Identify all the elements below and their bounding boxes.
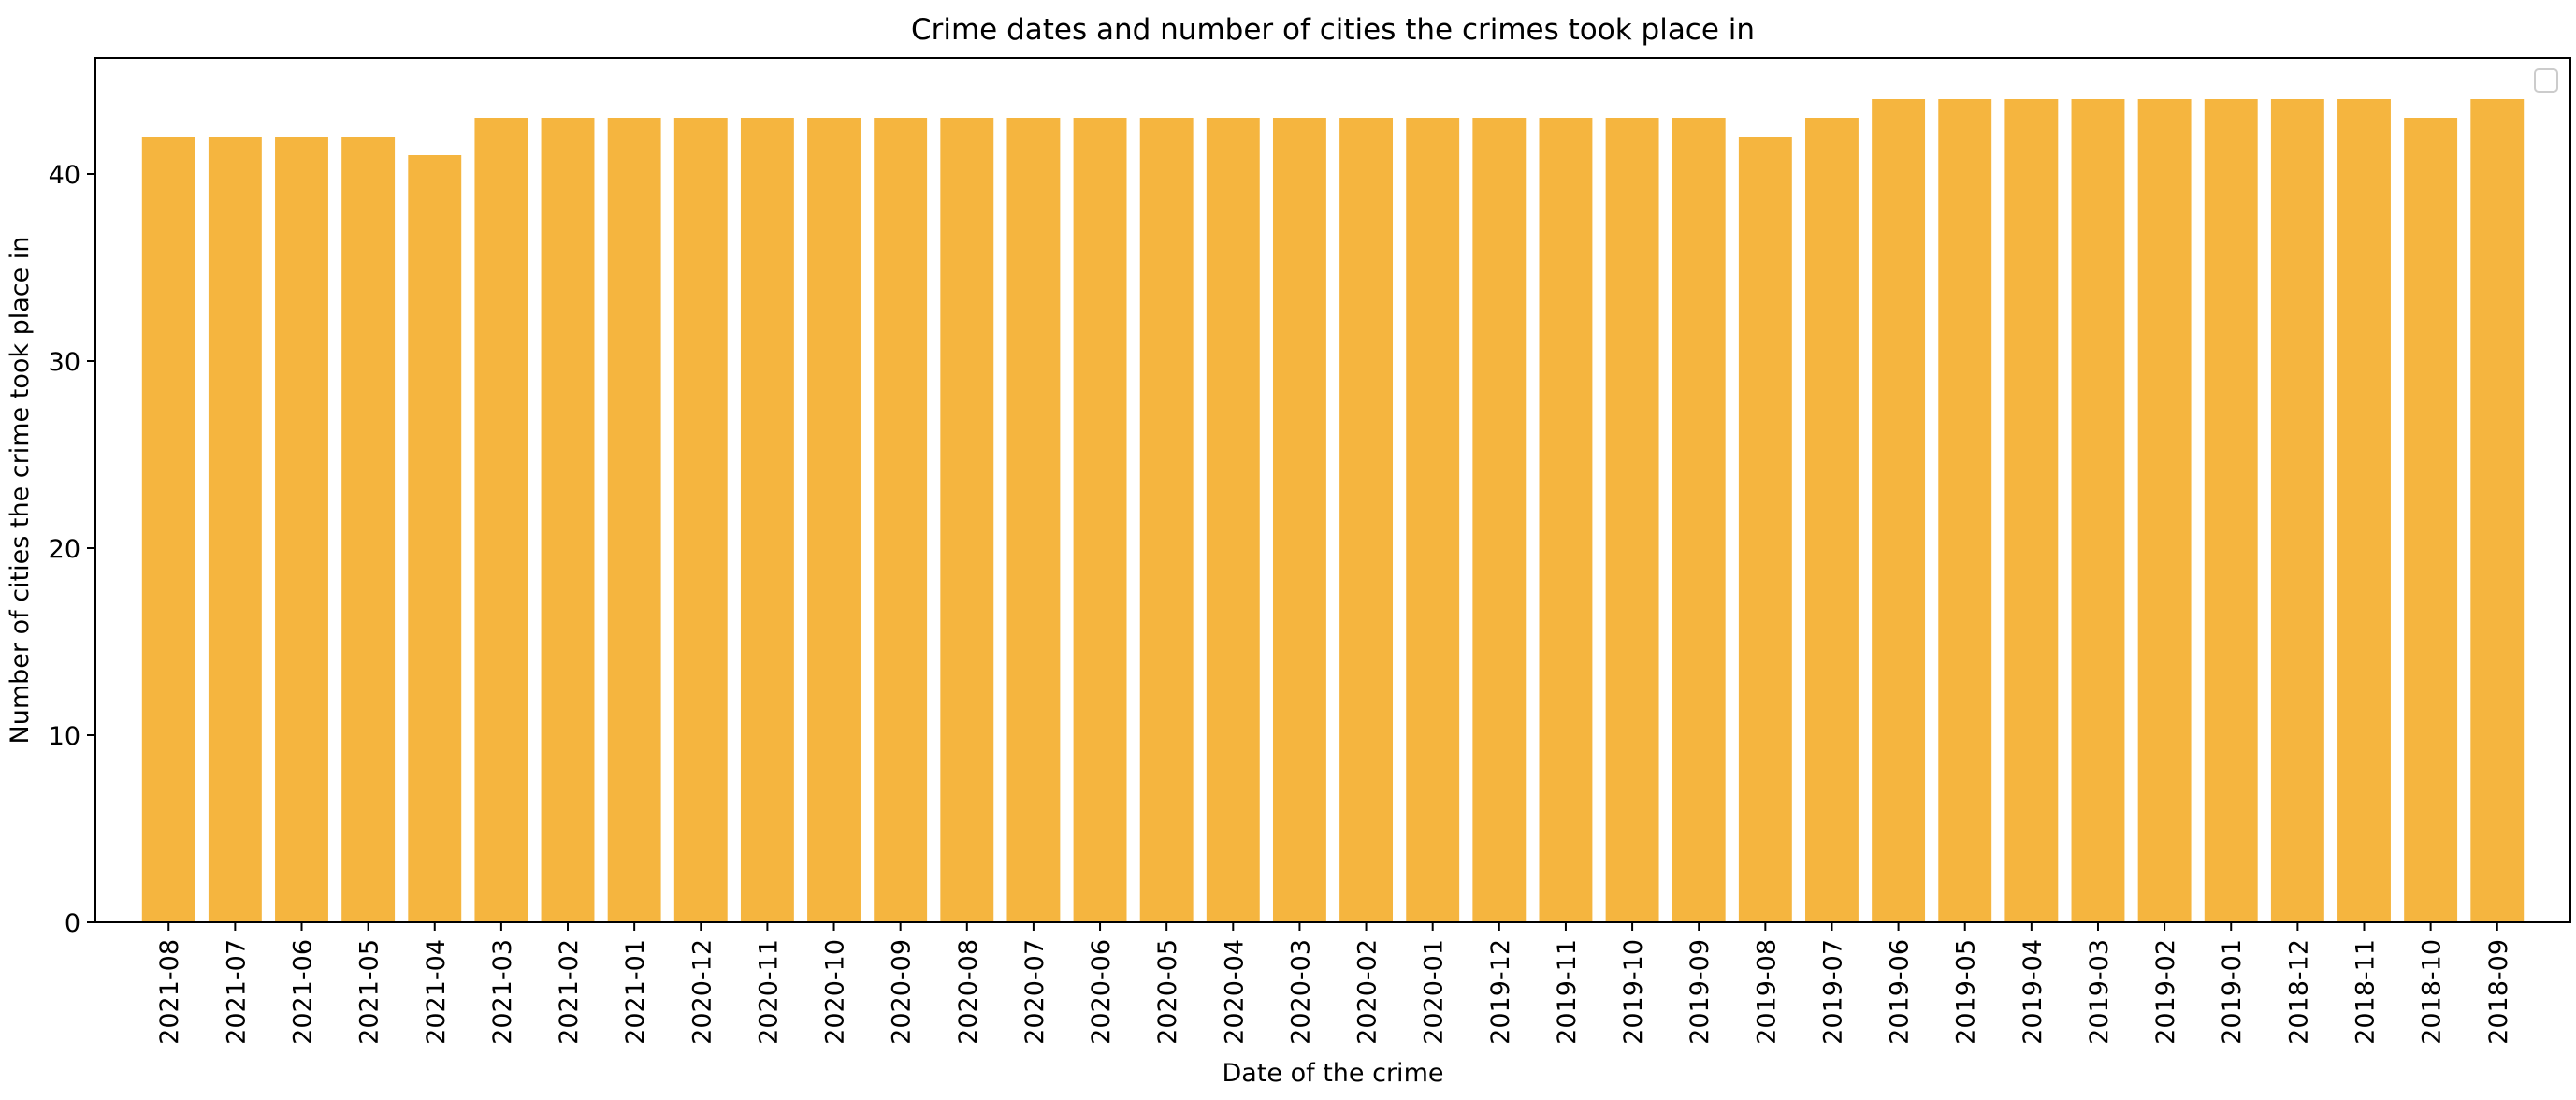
x-tick-label: 2020-07 — [1020, 939, 1049, 1045]
x-tick-label: 2021-01 — [621, 939, 650, 1045]
bar-2020-11 — [740, 118, 794, 922]
bar-2020-10 — [807, 118, 861, 922]
bar-2018-10 — [2404, 118, 2458, 922]
x-tick-label: 2019-05 — [1952, 939, 1981, 1045]
y-axis-label: Number of cities the crime took place in — [6, 237, 35, 745]
bar-2020-04 — [1206, 118, 1260, 922]
y-tick-label: 40 — [49, 161, 80, 190]
bar-2019-07 — [1805, 118, 1859, 922]
bar-2019-04 — [2004, 99, 2059, 922]
bar-2021-05 — [341, 137, 396, 922]
bar-2020-08 — [940, 118, 994, 922]
y-tick-label: 20 — [49, 535, 80, 564]
bar-2021-01 — [607, 118, 661, 922]
x-axis-ticks: 2021-08 2021-07 2021-06 2021-05 2021-04 2021-… — [155, 922, 2513, 1045]
bars-group — [141, 99, 2525, 922]
x-tick-label: 2019-10 — [1619, 939, 1648, 1045]
bar-2020-01 — [1406, 118, 1460, 922]
x-tick-label: 2020-04 — [1220, 939, 1249, 1045]
x-tick-label: 2019-03 — [2085, 939, 2114, 1045]
bar-2021-02 — [541, 118, 595, 922]
bar-2020-06 — [1073, 118, 1127, 922]
bar-2019-09 — [1672, 118, 1726, 922]
x-tick-label: 2020-05 — [1153, 939, 1182, 1045]
x-tick-label: 2018-11 — [2352, 939, 2381, 1045]
x-tick-label: 2019-07 — [1818, 939, 1847, 1045]
bar-2018-09 — [2470, 99, 2525, 922]
bar-2020-12 — [673, 118, 728, 922]
x-tick-label: 2018-10 — [2418, 939, 2447, 1045]
bar-2019-11 — [1539, 118, 1593, 922]
bar-2021-07 — [208, 137, 262, 922]
bar-2019-12 — [1472, 118, 1527, 922]
legend-box — [2534, 68, 2558, 93]
x-tick-label: 2021-04 — [422, 939, 451, 1045]
bar-2020-07 — [1006, 118, 1061, 922]
bar-2018-12 — [2270, 99, 2324, 922]
bar-2019-03 — [2071, 99, 2125, 922]
x-tick-label: 2020-01 — [1420, 939, 1449, 1045]
bar-2019-06 — [1872, 99, 1926, 922]
chart-title: Crime dates and number of cities the cri… — [911, 13, 1755, 47]
bar-2019-02 — [2137, 99, 2192, 922]
x-tick-label: 2020-11 — [754, 939, 783, 1045]
x-tick-label: 2020-06 — [1087, 939, 1116, 1045]
bar-2019-10 — [1605, 118, 1659, 922]
bar-2020-09 — [874, 118, 928, 922]
x-tick-label: 2019-04 — [2019, 939, 2048, 1045]
y-tick-label: 0 — [65, 909, 80, 938]
bar-2021-04 — [408, 155, 462, 922]
x-tick-label: 2019-09 — [1686, 939, 1715, 1045]
bar-2019-01 — [2204, 99, 2258, 922]
x-tick-label: 2021-02 — [555, 939, 584, 1045]
x-tick-label: 2020-03 — [1286, 939, 1315, 1045]
x-tick-label: 2021-05 — [355, 939, 384, 1045]
plot-frame — [94, 57, 2571, 923]
x-tick-label: 2018-09 — [2484, 939, 2513, 1045]
x-tick-label: 2020-12 — [687, 939, 716, 1045]
y-axis-ticks: 0 10 20 30 40 — [49, 161, 95, 938]
bar-2021-08 — [141, 137, 195, 922]
x-tick-label: 2020-08 — [954, 939, 983, 1045]
x-tick-label: 2019-08 — [1752, 939, 1781, 1045]
x-tick-label: 2019-02 — [2151, 939, 2180, 1045]
bar-2019-08 — [1738, 137, 1792, 922]
bar-2018-11 — [2337, 99, 2391, 922]
x-tick-label: 2020-02 — [1353, 939, 1382, 1045]
bar-2021-06 — [275, 137, 328, 922]
x-tick-label: 2020-09 — [888, 939, 917, 1045]
x-tick-label: 2018-12 — [2284, 939, 2313, 1045]
x-tick-label: 2019-01 — [2218, 939, 2247, 1045]
bar-2021-03 — [474, 118, 528, 922]
x-tick-label: 2021-06 — [289, 939, 318, 1045]
x-tick-label: 2021-07 — [222, 939, 251, 1045]
bar-2020-05 — [1139, 118, 1194, 922]
x-tick-label: 2019-12 — [1486, 939, 1515, 1045]
y-tick-label: 30 — [49, 348, 80, 377]
y-tick-label: 10 — [49, 722, 80, 751]
bar-2020-03 — [1272, 118, 1326, 922]
x-tick-label: 2021-03 — [488, 939, 517, 1045]
x-tick-label: 2019-06 — [1886, 939, 1915, 1045]
bar-2019-05 — [1938, 99, 1992, 922]
x-axis-label: Date of the crime — [1223, 1059, 1444, 1088]
x-tick-label: 2019-11 — [1553, 939, 1582, 1045]
x-tick-label: 2021-08 — [155, 939, 184, 1045]
bar-2020-02 — [1339, 118, 1394, 922]
x-tick-label: 2020-10 — [821, 939, 850, 1045]
